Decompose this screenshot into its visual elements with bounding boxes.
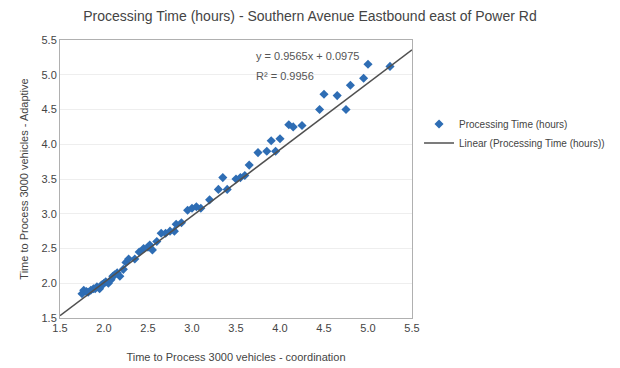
svg-text:3.0: 3.0 xyxy=(42,208,57,220)
svg-text:1.5: 1.5 xyxy=(42,312,57,324)
svg-text:3.5: 3.5 xyxy=(228,322,243,334)
svg-text:R² = 0.9956: R² = 0.9956 xyxy=(256,70,314,82)
svg-text:4.0: 4.0 xyxy=(42,138,57,150)
svg-text:5.0: 5.0 xyxy=(360,322,375,334)
svg-text:y = 0.9565x + 0.0975: y = 0.9565x + 0.0975 xyxy=(256,50,359,62)
svg-text:Processing Time (hours): Processing Time (hours) xyxy=(459,119,567,130)
svg-text:3.0: 3.0 xyxy=(184,322,199,334)
svg-text:4.5: 4.5 xyxy=(316,322,331,334)
svg-text:4.0: 4.0 xyxy=(272,322,287,334)
svg-text:2.0: 2.0 xyxy=(42,277,57,289)
svg-text:Linear (Processing Time (hours: Linear (Processing Time (hours)) xyxy=(459,138,605,149)
svg-text:5.5: 5.5 xyxy=(42,34,57,46)
svg-text:3.5: 3.5 xyxy=(42,173,57,185)
svg-text:4.5: 4.5 xyxy=(42,103,57,115)
svg-text:Processing Time (hours) - Sout: Processing Time (hours) - Southern Avenu… xyxy=(83,8,536,24)
svg-text:1.5: 1.5 xyxy=(52,322,67,334)
svg-text:2.5: 2.5 xyxy=(42,242,57,254)
svg-text:2.5: 2.5 xyxy=(140,322,155,334)
svg-text:Time to Process 3000 vehicles: Time to Process 3000 vehicles - coordina… xyxy=(126,351,345,363)
svg-text:2.0: 2.0 xyxy=(96,322,111,334)
svg-text:5.5: 5.5 xyxy=(404,322,419,334)
svg-text:Time to Process 3000 vehicles: Time to Process 3000 vehicles - Adaptive xyxy=(18,78,30,279)
svg-text:5.0: 5.0 xyxy=(42,69,57,81)
